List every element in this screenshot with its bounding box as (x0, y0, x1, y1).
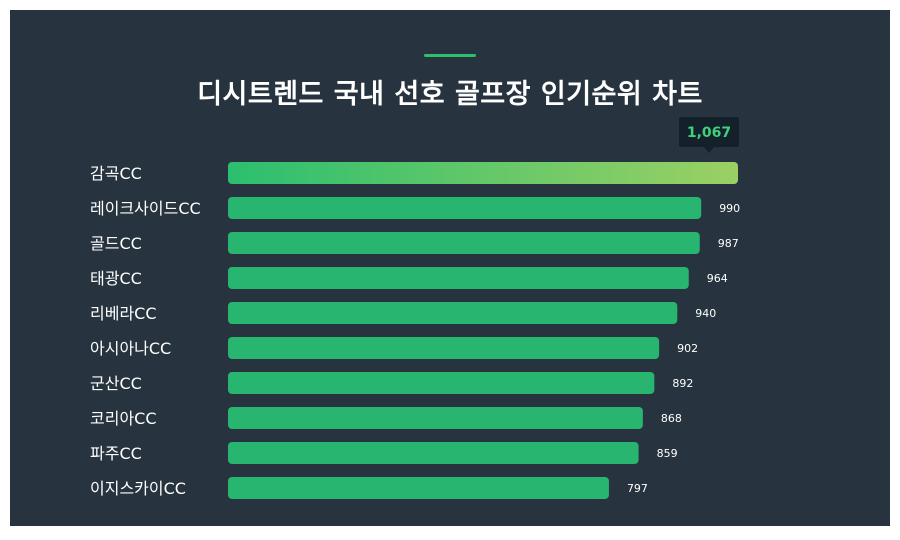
tooltip-pointer (704, 147, 714, 153)
bar (228, 267, 689, 289)
value-label: 1,067 (687, 125, 731, 141)
value-label: 868 (661, 412, 682, 425)
title-accent-line (424, 54, 476, 57)
bar (228, 337, 660, 359)
category-label: 이지스카이CC (90, 479, 186, 498)
value-label: 902 (677, 342, 698, 355)
category-label: 리베라CC (90, 304, 157, 323)
category-label: 감곡CC (90, 164, 142, 183)
bar (228, 477, 609, 499)
value-label: 892 (672, 377, 693, 390)
value-label: 940 (695, 307, 716, 320)
bars-layer: 감곡CC 1,067 레이크사이드CC 990 골드CC 987 태광CC 964 리베라CC 9… (90, 117, 740, 499)
value-label: 859 (657, 447, 678, 460)
bar (228, 407, 643, 429)
category-label: 아시아나CC (90, 339, 171, 358)
bar (228, 232, 700, 254)
value-label: 987 (718, 237, 739, 250)
bar (228, 302, 678, 324)
category-label: 태광CC (90, 269, 142, 288)
value-label: 990 (719, 202, 740, 215)
value-label: 964 (707, 272, 728, 285)
value-label: 797 (627, 482, 648, 495)
category-label: 파주CC (90, 444, 142, 463)
bar (228, 372, 655, 394)
chart-title: 디시트렌드 국내 선호 골프장 인기순위 차트 (197, 79, 703, 110)
category-label: 레이크사이드CC (90, 199, 201, 218)
bar (228, 162, 738, 184)
bar (228, 197, 702, 219)
category-label: 코리아CC (90, 409, 157, 428)
category-label: 군산CC (90, 374, 142, 393)
bar (228, 442, 639, 464)
category-label: 골드CC (90, 234, 142, 253)
value-tooltip (679, 117, 739, 147)
